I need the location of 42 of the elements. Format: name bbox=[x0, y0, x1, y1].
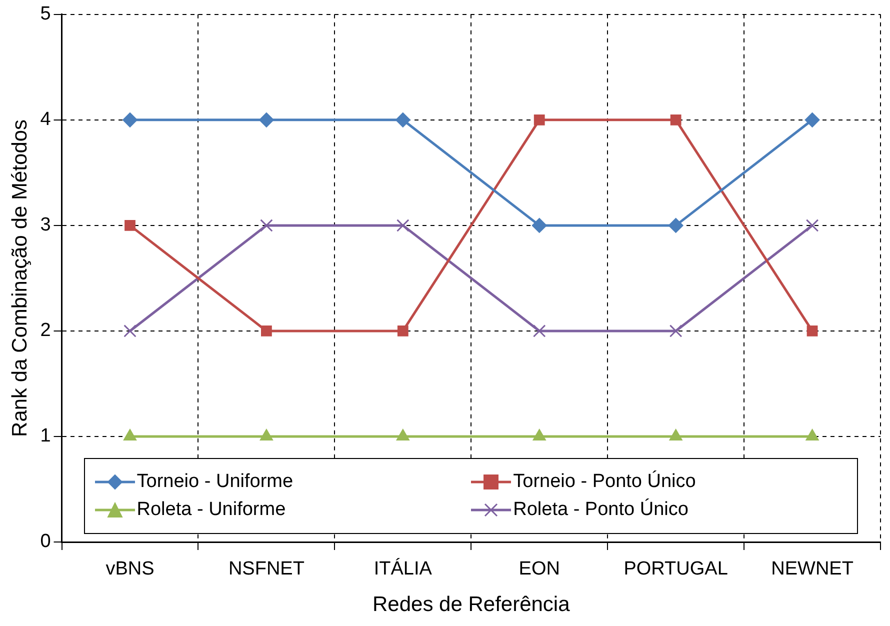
point bbox=[668, 218, 684, 233]
point bbox=[670, 114, 682, 126]
x-tick-label: ITÁLIA bbox=[374, 558, 432, 580]
legend-label: Torneio - Ponto Único bbox=[513, 470, 696, 493]
point bbox=[395, 112, 410, 128]
point bbox=[532, 218, 547, 233]
point bbox=[532, 324, 546, 338]
point bbox=[124, 220, 136, 231]
point bbox=[669, 324, 682, 338]
point bbox=[806, 326, 818, 336]
point bbox=[122, 112, 138, 128]
x-tick-label: NEWNET bbox=[771, 558, 854, 580]
legend-label: Roleta - Uniforme bbox=[136, 498, 286, 521]
legend-label: Roleta - Ponto Único bbox=[513, 498, 688, 521]
y-tick-label: 4 bbox=[40, 109, 52, 130]
point bbox=[396, 428, 410, 440]
point bbox=[806, 428, 819, 440]
point bbox=[397, 326, 408, 336]
y-tick-label: 2 bbox=[40, 320, 51, 342]
point bbox=[260, 428, 274, 440]
point bbox=[261, 326, 272, 336]
point bbox=[532, 428, 546, 440]
point bbox=[396, 219, 410, 232]
point bbox=[534, 114, 545, 126]
point bbox=[669, 428, 682, 440]
y-tick-label: 3 bbox=[40, 214, 51, 236]
x-axis-title: Redes de Referência bbox=[372, 593, 570, 616]
point bbox=[258, 112, 274, 128]
x-tick-label: EON bbox=[518, 558, 560, 580]
point bbox=[804, 112, 820, 128]
point bbox=[260, 219, 273, 232]
x-tick-label: vBNS bbox=[106, 558, 154, 580]
y-tick-label: 0 bbox=[40, 531, 51, 552]
x-tick-label: NSFNET bbox=[228, 558, 305, 580]
y-tick-label: 5 bbox=[40, 4, 51, 25]
point bbox=[806, 219, 819, 232]
legend-label: Torneio - Uniforme bbox=[136, 470, 294, 493]
y-tick-label: 1 bbox=[40, 426, 51, 447]
x-tick-label: PORTUGAL bbox=[624, 558, 728, 580]
point bbox=[123, 428, 137, 440]
y-axis-title: Rank da Combinação de Métodos bbox=[8, 119, 32, 437]
point bbox=[124, 324, 136, 338]
